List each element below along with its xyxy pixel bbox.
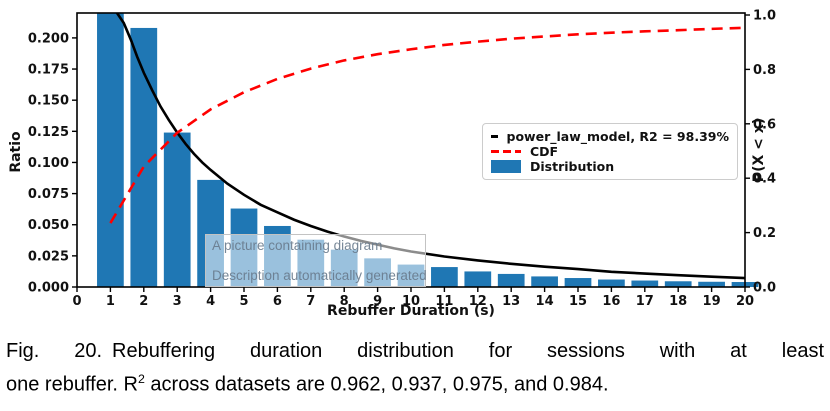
caption-line1: Fig. 20. Rebuffering duration distributio… (6, 338, 824, 366)
figure-number: Fig. 20. (6, 340, 103, 362)
caption-line2: one rebuffer. R2 across datasets are 0.9… (6, 366, 824, 399)
distribution-bar-x12 (464, 271, 492, 287)
figure-caption: Fig. 20. Rebuffering duration distributio… (6, 338, 824, 399)
y-right-tick-label: 0.6 (753, 117, 776, 132)
legend-entry-model: power_law_model, R2 = 98.39% (491, 129, 729, 144)
x-tick-label: 3 (173, 294, 182, 309)
y-left-tick-label: 0.100 (28, 156, 69, 171)
y-left-tick-label: 0.075 (28, 187, 69, 202)
x-tick-label: 10 (402, 294, 420, 309)
model-line-swatch (491, 135, 498, 138)
distribution-bar-x3 (163, 132, 191, 287)
rebuffer-chart: 0.000 0.025 0.050 0.075 0.100 0.125 0.150 0.175… (8, 9, 776, 320)
alt-text-line1: A picture containing diagram (212, 238, 383, 253)
x-tick-label: 12 (469, 294, 487, 309)
y-left-tick-label: 0.025 (28, 249, 69, 264)
x-tick-label: 9 (373, 294, 382, 309)
distribution-bar-x14 (531, 276, 558, 287)
legend-label-cdf: CDF (530, 144, 559, 159)
x-tick-label: 17 (636, 294, 654, 309)
y-right-tick-label: 0.0 (753, 281, 776, 296)
x-tick-label: 14 (536, 294, 554, 309)
distribution-swatch (491, 160, 521, 173)
distribution-bar-x16 (598, 279, 625, 287)
legend-entry-cdf: CDF (491, 144, 729, 159)
y-left-tick-label: 0.050 (28, 218, 69, 233)
x-tick-label: 16 (602, 294, 620, 309)
x-tick-label: 0 (72, 294, 81, 309)
caption-r-squared-sup: 2 (137, 371, 145, 386)
distribution-bar-x11 (431, 267, 458, 287)
caption-text-line2-post: across datasets are 0.962, 0.937, 0.975,… (144, 373, 609, 396)
y-axis-label-right: P(X < x) (751, 117, 767, 183)
distribution-bar-x13 (497, 273, 525, 287)
x-tick-label: 11 (435, 294, 453, 309)
caption-text-line1: Rebuffering duration distribution for se… (112, 340, 824, 362)
y-axis-label-left: Ratio (8, 131, 24, 173)
power-law-model-line (115, 13, 745, 280)
distribution-bar-x17 (631, 280, 659, 287)
x-tick-label: 6 (273, 294, 282, 309)
x-tick-label: 5 (239, 294, 248, 309)
x-tick-label: 1 (106, 294, 115, 309)
distribution-bar-x19 (698, 281, 725, 287)
legend: power_law_model, R2 = 98.39% CDF Distrib… (482, 123, 738, 180)
x-tick-label: 7 (306, 294, 315, 309)
x-tick-label: 4 (206, 294, 215, 309)
y-right-tick-label: 0.8 (753, 63, 776, 78)
y-right-tick-label: 1.0 (753, 9, 776, 24)
x-tick-label: 19 (703, 294, 721, 309)
x-tick-label: 18 (669, 294, 687, 309)
cdf-line-swatch (491, 150, 521, 153)
alt-text-line2: Description automatically generated (212, 268, 427, 283)
y-left-tick-label: 0.125 (28, 125, 69, 140)
cdf-line (109, 26, 745, 224)
alt-text-overlay: A picture containing diagram Description… (205, 234, 427, 287)
legend-label-model: power_law_model, R2 = 98.39% (506, 129, 729, 144)
x-tick-label: 20 (736, 294, 754, 309)
y-left-tick-label: 0.175 (28, 63, 69, 78)
x-tick-label: 8 (340, 294, 349, 309)
distribution-bar-x18 (664, 281, 692, 287)
y-left-tick-label: 0.200 (28, 31, 69, 46)
x-tick-label: 13 (502, 294, 520, 309)
y-right-tick-label: 0.2 (753, 226, 776, 241)
legend-label-distribution: Distribution (530, 159, 615, 174)
x-tick-label: 2 (139, 294, 148, 309)
y-left-tick-label: 0.150 (28, 94, 69, 109)
legend-entry-distribution: Distribution (491, 159, 729, 174)
y-left-tick-label: 0.000 (28, 281, 69, 296)
x-axis-label: Rebuffer Duration (s) (327, 303, 495, 319)
distribution-bar-x1 (97, 13, 124, 287)
distribution-bar-x15 (564, 278, 592, 287)
x-tick-label: 15 (569, 294, 587, 309)
caption-text-line2-pre: one rebuffer. R (6, 373, 138, 396)
y-right-tick-label: 0.4 (753, 172, 776, 187)
